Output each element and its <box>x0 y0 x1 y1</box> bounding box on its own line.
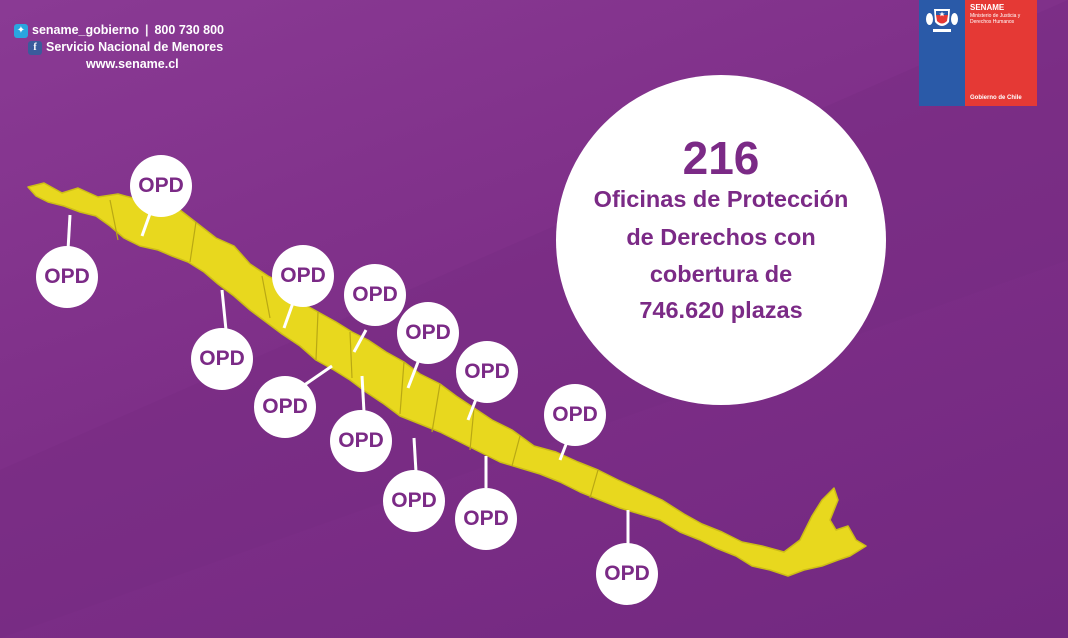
twitter-row: ✦ sename_gobierno | 800 730 800 <box>14 22 224 39</box>
opd-marker-10: OPD <box>330 410 392 472</box>
chile-territory <box>27 182 867 577</box>
opd-marker-2: OPD <box>36 246 98 308</box>
opd-marker-11: OPD <box>383 470 445 532</box>
headline-line-2: de Derechos con <box>626 224 816 250</box>
twitter-handle: sename_gobierno <box>32 23 139 37</box>
opd-marker-1: OPD <box>130 155 192 217</box>
opd-marker-12: OPD <box>455 488 517 550</box>
separator: | <box>144 23 149 37</box>
contact-block: ✦ sename_gobierno | 800 730 800 f Servic… <box>14 22 224 73</box>
coat-of-arms-icon <box>926 9 958 32</box>
logo-government: Gobierno de Chile <box>970 95 1022 101</box>
website-url: www.sename.cl <box>86 57 179 71</box>
headline-circle: 216 Oficinas de Protección de Derechos c… <box>556 75 886 405</box>
opd-marker-13: OPD <box>596 543 658 605</box>
twitter-bird-icon: ✦ <box>14 23 28 38</box>
headline-number: 216 <box>682 132 760 184</box>
headline-line-4: 746.620 plazas <box>639 297 803 323</box>
opd-marker-4: OPD <box>344 264 406 326</box>
opd-marker-5: OPD <box>397 302 459 364</box>
opd-marker-6: OPD <box>191 328 253 390</box>
facebook-row: f Servicio Nacional de Menores <box>14 39 224 56</box>
opd-marker-9: OPD <box>544 384 606 446</box>
logo-ministry: Ministerio de Justicia y Derechos Humano… <box>970 13 1021 25</box>
phone-number: 800 730 800 <box>154 23 224 37</box>
facebook-name: Servicio Nacional de Menores <box>46 40 224 54</box>
opd-marker-3: OPD <box>272 245 334 307</box>
opd-marker-8: OPD <box>254 376 316 438</box>
logo-red-panel <box>965 0 1037 106</box>
opd-marker-7: OPD <box>456 341 518 403</box>
headline-line-1: Oficinas de Protección <box>593 186 849 212</box>
headline-line-3: cobertura de <box>649 261 793 287</box>
logo-brand: SENAME <box>970 3 1005 12</box>
facebook-f-icon: f <box>28 40 42 55</box>
website-row: www.sename.cl <box>14 56 224 73</box>
gobierno-de-chile-logo: SENAME Ministerio de Justicia y Derechos… <box>919 0 1037 106</box>
region-borders <box>109 199 599 499</box>
